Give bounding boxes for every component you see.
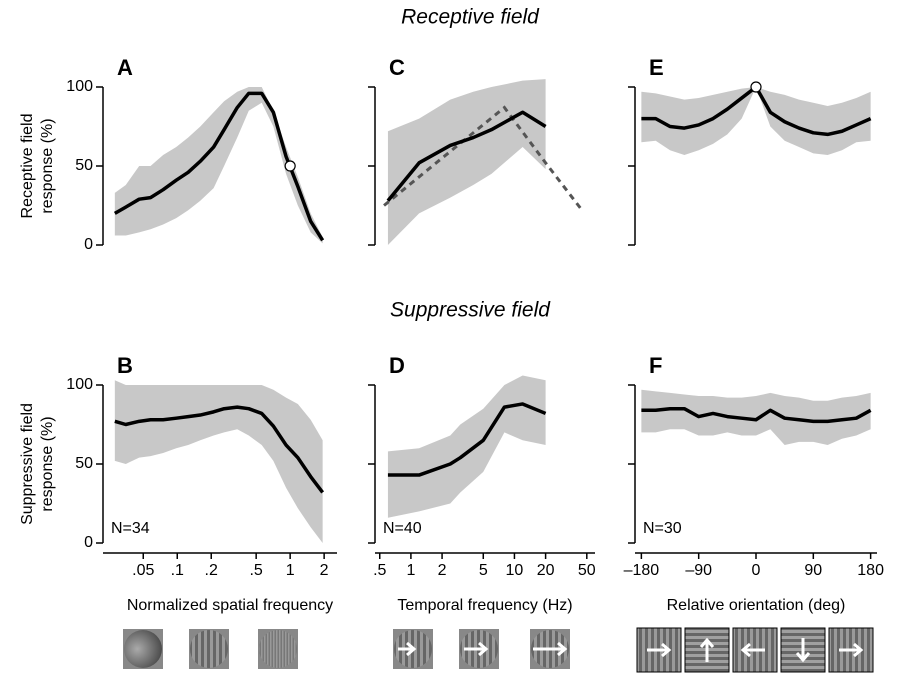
x-tick-label: 20 — [537, 562, 555, 579]
x-tick-label: 90 — [804, 562, 822, 579]
x-tick-label: –180 — [624, 562, 660, 579]
panel-label: C — [389, 55, 405, 80]
reference-marker — [284, 160, 296, 172]
y-tick-label: 0 — [84, 236, 93, 253]
y-tick-label: 100 — [66, 376, 93, 393]
stimulus-icons — [123, 627, 874, 673]
panel: –180 –90 0 90 180 F N=30 Relative orientation (… — [624, 353, 885, 614]
mean-line — [641, 406, 872, 424]
x-tick-label: 50 — [578, 562, 596, 579]
x-tick-label: 5 — [479, 562, 488, 579]
x-tick-label: 180 — [857, 562, 884, 579]
range-band — [387, 79, 546, 245]
x-tick-label: 1 — [406, 562, 415, 579]
sample-size: N=40 — [383, 520, 422, 537]
x-axis-label: Relative orientation (deg) — [667, 597, 846, 614]
x-tick-label: .5 — [249, 562, 262, 579]
panel-label: F — [649, 353, 662, 378]
panel-label: A — [117, 55, 133, 80]
panel-label: E — [649, 55, 664, 80]
x-tick-label: .1 — [171, 562, 184, 579]
x-axis-label: Temporal frequency (Hz) — [397, 597, 572, 614]
mean-line — [386, 110, 547, 202]
sample-size: N=34 — [111, 520, 150, 537]
panel: E — [628, 55, 872, 246]
x-tick-label: 2 — [438, 562, 447, 579]
sample-size: N=30 — [643, 520, 682, 537]
panel-label: D — [389, 353, 405, 378]
range-band — [114, 380, 323, 543]
y-axis-label: Suppressive field — [19, 403, 36, 525]
x-tick-label: .2 — [205, 562, 218, 579]
panel: 0 50 100 .05 .1 .2 .5 1 2 B N=34 Normalized spatial… — [19, 353, 337, 614]
mean-line — [114, 405, 325, 494]
x-tick-label: –90 — [685, 562, 712, 579]
x-tick-label: 10 — [506, 562, 524, 579]
reference-marker — [750, 81, 762, 93]
section-title: Receptive field — [401, 6, 540, 29]
range-band — [114, 87, 323, 244]
mean-line — [387, 402, 547, 477]
y-tick-label: 50 — [75, 157, 93, 174]
x-tick-label: .05 — [132, 562, 154, 579]
y-axis-label: Receptive field — [19, 114, 36, 219]
x-axis-label: Normalized spatial frequency — [127, 597, 333, 614]
range-band — [387, 375, 546, 518]
y-tick-label: 0 — [84, 534, 93, 551]
panel-label: B — [117, 353, 133, 378]
panel: C — [368, 55, 584, 246]
x-tick-label: 0 — [752, 562, 761, 579]
y-tick-label: 100 — [66, 78, 93, 95]
x-tick-label: 1 — [286, 562, 295, 579]
x-tick-label: 2 — [320, 562, 329, 579]
x-tick-label: .5 — [373, 562, 386, 579]
section-title: Suppressive field — [390, 299, 551, 322]
dashed-line — [383, 105, 584, 212]
y-axis-label: response (%) — [39, 118, 56, 213]
range-band — [641, 87, 871, 155]
y-tick-label: 50 — [75, 455, 93, 472]
range-band — [641, 389, 871, 446]
panel: .5 1 2 5 10 20 50 D N=40 Temporal frequency (Hz) — [368, 353, 596, 614]
panel: 0 50 100 A Receptive field response (%) — [19, 55, 325, 253]
y-axis-label: response (%) — [39, 416, 56, 511]
